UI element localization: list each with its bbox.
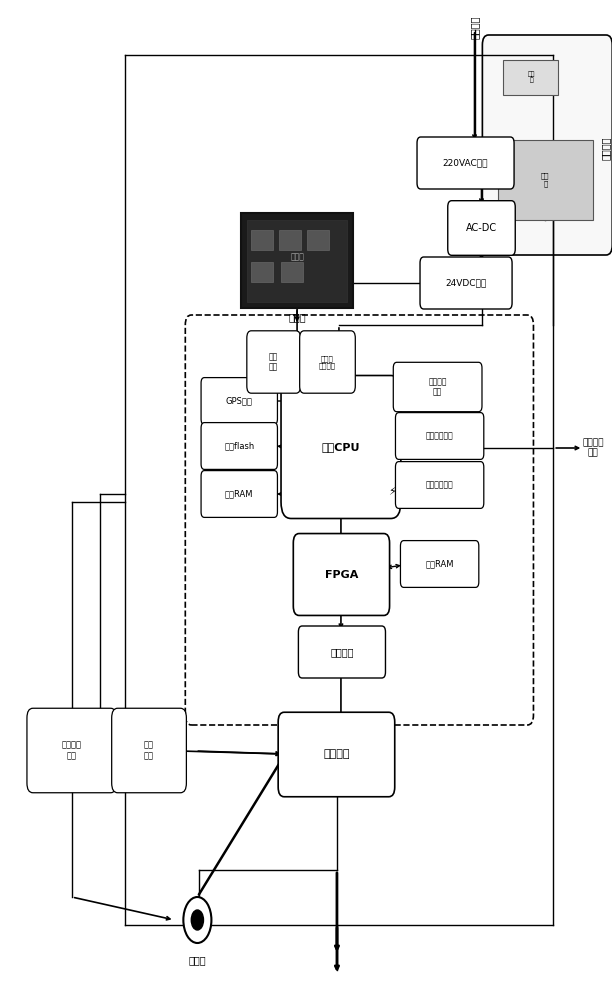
FancyBboxPatch shape [278, 712, 395, 797]
Bar [504, 60, 558, 95]
Text: 无线传输接口: 无线传输接口 [426, 481, 453, 489]
FancyBboxPatch shape [448, 201, 515, 255]
FancyBboxPatch shape [420, 257, 512, 309]
Bar [498, 140, 593, 220]
Text: 存储flash: 存储flash [224, 442, 255, 450]
Text: 24VDC电源: 24VDC电源 [446, 278, 487, 287]
Bar [251, 262, 273, 282]
Text: 驱动系统: 驱动系统 [323, 750, 349, 760]
Bar [281, 262, 303, 282]
Text: 发电
机: 发电 机 [541, 173, 550, 187]
Text: 主控CPU: 主控CPU [322, 442, 360, 452]
Bar [241, 213, 353, 308]
Bar [307, 230, 329, 250]
Text: FPGA: FPGA [325, 570, 358, 580]
FancyBboxPatch shape [201, 378, 277, 424]
Circle shape [192, 910, 203, 930]
Text: 有线数据
接口: 有线数据 接口 [583, 438, 604, 458]
Text: 滤波调制: 滤波调制 [330, 647, 354, 657]
Text: 对频接收端口: 对频接收端口 [426, 432, 453, 440]
FancyBboxPatch shape [281, 375, 401, 518]
Circle shape [184, 897, 211, 943]
Text: 外部电源: 外部电源 [469, 15, 480, 39]
Text: GPS模块: GPS模块 [226, 396, 253, 406]
FancyBboxPatch shape [394, 362, 482, 412]
Text: 互感器: 互感器 [188, 955, 206, 965]
FancyBboxPatch shape [299, 626, 386, 678]
FancyBboxPatch shape [293, 534, 390, 615]
Text: 发电机组: 发电机组 [601, 136, 611, 160]
FancyBboxPatch shape [417, 137, 514, 189]
FancyBboxPatch shape [111, 708, 187, 793]
FancyBboxPatch shape [247, 331, 300, 393]
FancyBboxPatch shape [201, 423, 277, 469]
Text: 电量监测
单元: 电量监测 单元 [428, 377, 447, 397]
Text: 220VAC电源: 220VAC电源 [443, 158, 488, 167]
Text: 触摸屏: 触摸屏 [290, 252, 304, 261]
Bar [279, 230, 301, 250]
Bar [251, 230, 273, 250]
Text: 缓存RAM: 缓存RAM [225, 489, 253, 498]
Text: 缓存RAM: 缓存RAM [425, 559, 454, 568]
Text: AC-DC: AC-DC [466, 223, 497, 233]
FancyBboxPatch shape [400, 541, 479, 587]
Bar [247, 220, 347, 302]
Text: ⚡: ⚡ [388, 487, 395, 497]
FancyBboxPatch shape [201, 471, 277, 517]
FancyBboxPatch shape [300, 331, 356, 393]
FancyBboxPatch shape [482, 35, 612, 255]
FancyBboxPatch shape [27, 708, 117, 793]
Text: 参数调整
模块: 参数调整 模块 [62, 741, 82, 760]
Text: 触摸屏
通信接口: 触摸屏 通信接口 [319, 355, 336, 369]
Text: 调试
串口: 调试 串口 [269, 352, 278, 372]
FancyBboxPatch shape [395, 413, 484, 459]
Text: 出波
模块: 出波 模块 [144, 741, 154, 760]
Text: 触摸屏: 触摸屏 [288, 312, 306, 322]
Text: 稳压
器: 稳压 器 [528, 71, 535, 83]
FancyBboxPatch shape [395, 462, 484, 508]
